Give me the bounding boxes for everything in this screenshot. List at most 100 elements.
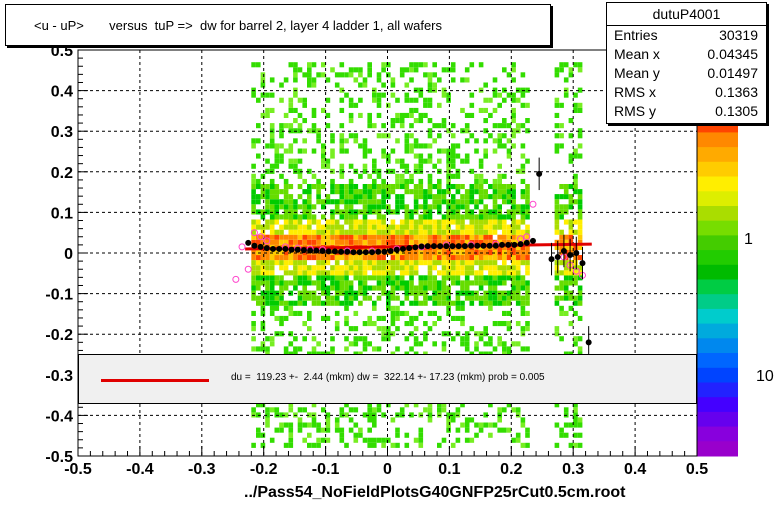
profile-point: [288, 246, 295, 253]
heatmap-cell: [288, 224, 294, 230]
heatmap-cell: [464, 331, 470, 337]
heatmap-cell: [483, 224, 488, 230]
heatmap-cell: [432, 310, 437, 316]
heatmap-cell: [399, 265, 405, 271]
heatmap-cell: [568, 224, 574, 230]
heatmap-cell: [423, 204, 428, 210]
heatmap-cell: [525, 442, 530, 448]
heatmap-cell: [483, 255, 488, 261]
heatmap-cell: [474, 346, 479, 352]
heatmap-cell: [367, 62, 372, 68]
profile-markers: [245, 157, 592, 359]
heatmap-cell: [316, 255, 321, 261]
heatmap-cell: [293, 214, 298, 220]
heatmap-cell: [497, 295, 502, 301]
heatmap-cell: [427, 178, 433, 184]
heatmap-cell: [404, 336, 410, 342]
heatmap-cell: [353, 260, 359, 266]
heatmap-cell: [256, 234, 261, 240]
heatmap-cell: [568, 67, 574, 73]
heatmap-cell: [437, 255, 442, 261]
heatmap-cell: [409, 173, 414, 179]
heatmap-cell: [427, 158, 433, 164]
heatmap-cell: [577, 229, 583, 235]
heatmap-cell: [418, 112, 424, 118]
heatmap-cell: [409, 346, 414, 352]
heatmap-cell: [339, 285, 345, 291]
heatmap-cell: [573, 422, 578, 428]
heatmap-cell: [302, 265, 307, 271]
heatmap-cell: [334, 285, 340, 291]
heatmap-cell: [251, 163, 256, 169]
heatmap-cell: [334, 265, 340, 271]
heatmap-cell: [441, 123, 447, 129]
x-tick-label: -0.1: [312, 461, 340, 478]
heatmap-cell: [283, 255, 289, 261]
heatmap-cell: [395, 204, 400, 210]
heatmap-cell: [497, 219, 502, 225]
heatmap-cell: [376, 280, 382, 286]
heatmap-cell: [474, 270, 479, 276]
heatmap-cell: [386, 270, 391, 276]
heatmap-cell: [446, 209, 451, 215]
heatmap-cell: [269, 341, 275, 347]
heatmap-cell: [460, 224, 465, 230]
heatmap-cell: [358, 234, 363, 240]
heatmap-cell: [460, 341, 465, 347]
heatmap-cell: [307, 234, 312, 240]
heatmap-cell: [386, 305, 391, 311]
y-tick-label: -0.3: [45, 368, 73, 385]
heatmap-cell: [293, 285, 298, 291]
heatmap-cell: [492, 214, 498, 220]
heatmap-cell: [265, 260, 270, 266]
heatmap-cell: [260, 402, 266, 408]
heatmap-cell: [446, 422, 451, 428]
heatmap-cell: [559, 310, 564, 316]
heatmap-cell: [302, 437, 307, 443]
heatmap-cell: [283, 315, 289, 321]
heatmap-cell: [464, 204, 470, 210]
heatmap-cell: [511, 209, 516, 215]
heatmap-cell: [497, 255, 502, 261]
heatmap-cell: [302, 260, 307, 266]
heatmap-cell: [316, 442, 321, 448]
heatmap-cell: [502, 341, 507, 347]
heatmap-cell: [321, 239, 326, 245]
heatmap-cell: [418, 224, 424, 230]
heatmap-cell: [311, 219, 317, 225]
profile-point: [499, 241, 506, 248]
heatmap-cell: [348, 118, 354, 124]
heatmap-cell: [497, 427, 502, 433]
heatmap-cell: [334, 310, 340, 316]
heatmap-cell: [502, 346, 507, 352]
heatmap-cell: [409, 234, 414, 240]
heatmap-cell: [432, 123, 437, 129]
heatmap-cell: [381, 184, 386, 190]
heatmap-cell: [362, 336, 368, 342]
heatmap-cell: [274, 300, 280, 306]
heatmap-cell: [488, 285, 493, 291]
heatmap-cell: [525, 326, 530, 332]
profile-point: [505, 241, 512, 248]
heatmap-cell: [362, 224, 368, 230]
heatmap-cell: [311, 173, 317, 179]
heatmap-cell: [474, 219, 479, 225]
heatmap-cell: [427, 194, 433, 200]
heatmap-cell: [293, 224, 298, 230]
heatmap-cell: [511, 260, 516, 266]
heatmap-cell: [525, 102, 530, 108]
heatmap-cell: [334, 239, 340, 245]
heatmap-cell: [390, 270, 396, 276]
heatmap-cell: [302, 138, 307, 144]
heatmap-cell: [455, 275, 461, 281]
heatmap-cell: [288, 97, 294, 103]
profile-point: [511, 241, 518, 248]
heatmap-cell: [390, 310, 396, 316]
heatmap-cell: [321, 143, 326, 149]
heatmap-cell: [279, 265, 284, 271]
heatmap-cell: [506, 229, 512, 235]
mean-point: [257, 233, 265, 241]
heatmap-cell: [488, 184, 493, 190]
heatmap-cell: [409, 239, 414, 245]
profile-point: [399, 245, 406, 252]
